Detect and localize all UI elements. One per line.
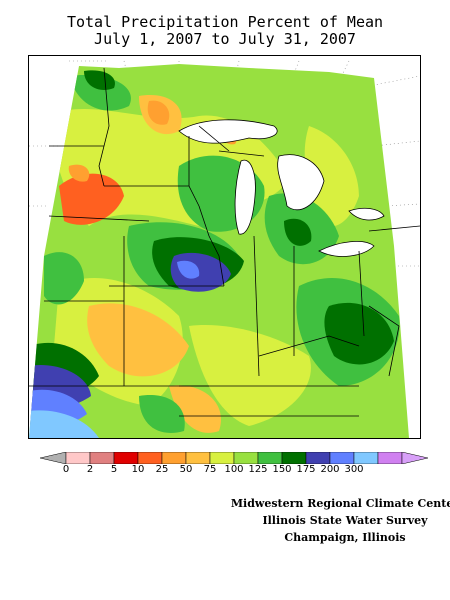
scale-label: 5: [110, 464, 118, 475]
scale-label: 100: [224, 464, 244, 475]
field-yellow-green-east: [304, 126, 359, 227]
scale-label: 125: [248, 464, 268, 475]
map-title: Total Precipitation Percent of Mean: [66, 13, 384, 31]
state-borders: [29, 67, 420, 417]
border-oh-pa: [358, 250, 365, 337]
scale-swatch: [329, 452, 355, 464]
precipitation-map: [28, 55, 421, 439]
lake-ontario: [348, 207, 385, 221]
border-ky-north: [258, 335, 360, 357]
credit-location: Champaign, Illinois: [284, 531, 406, 544]
scale-label: 150: [272, 464, 292, 475]
scale-label: 25: [155, 464, 169, 475]
scale-label: 0: [62, 464, 70, 475]
scale-swatch: [257, 452, 283, 464]
field-dark-green-southeast: [324, 302, 394, 365]
scale-swatch: [233, 452, 259, 464]
scale-swatch: [377, 452, 403, 464]
field-yellow-central: [87, 303, 189, 377]
credit-survey: Illinois State Water Survey: [262, 514, 428, 527]
border-ny-pa: [368, 225, 420, 232]
lake-michigan: [234, 159, 256, 235]
field-dry-light-pink: [68, 164, 90, 182]
scale-label: 300: [344, 464, 364, 475]
map-date-range: July 1, 2007 to July 31, 2007: [94, 30, 356, 48]
border-mn-wi: [188, 136, 200, 207]
scale-label: 50: [179, 464, 193, 475]
field-yellow-lower: [169, 385, 221, 433]
border-sd-ne: [48, 215, 150, 222]
field-dark-green-mi: [284, 218, 312, 246]
field-dry-light-north: [147, 100, 170, 125]
great-lakes: [178, 119, 385, 257]
border-wv-va: [368, 305, 400, 377]
field-green-north: [69, 75, 131, 111]
scale-arrow-high: [401, 452, 428, 464]
scale-swatch: [113, 452, 139, 464]
scale-swatch: [89, 452, 115, 464]
lake-erie: [318, 241, 375, 257]
lake-superior: [178, 119, 278, 144]
scale-swatch: [185, 452, 211, 464]
color-scale-bar: [40, 452, 428, 464]
scale-swatch: [353, 452, 379, 464]
border-il-in: [253, 235, 260, 377]
scale-swatch: [281, 452, 307, 464]
scale-label: 2: [86, 464, 94, 475]
field-dry-northwest: [59, 173, 124, 225]
scale-swatch: [161, 452, 187, 464]
scale-swatch: [137, 452, 163, 464]
border-ia-il: [198, 205, 225, 287]
scale-swatch: [209, 452, 235, 464]
border-wi-mi: [198, 125, 230, 152]
field-light-blue-southwest: [29, 410, 99, 438]
lake-huron: [277, 154, 325, 211]
field-green-west: [44, 252, 84, 305]
credit-organization: Midwestern Regional Climate Center: [230, 497, 450, 510]
field-dark-green-north: [84, 70, 115, 91]
field-green-south: [139, 395, 185, 433]
scale-label: 75: [203, 464, 217, 475]
map-svg: [29, 60, 420, 438]
scale-label: 175: [296, 464, 316, 475]
scale-label: 200: [320, 464, 340, 475]
scale-arrow-low: [40, 452, 67, 464]
scale-label: 10: [131, 464, 145, 475]
field-medium-blue-center: [177, 260, 200, 279]
border-michigan-up: [218, 150, 265, 157]
scale-swatch: [65, 452, 91, 464]
scale-swatch: [305, 452, 331, 464]
